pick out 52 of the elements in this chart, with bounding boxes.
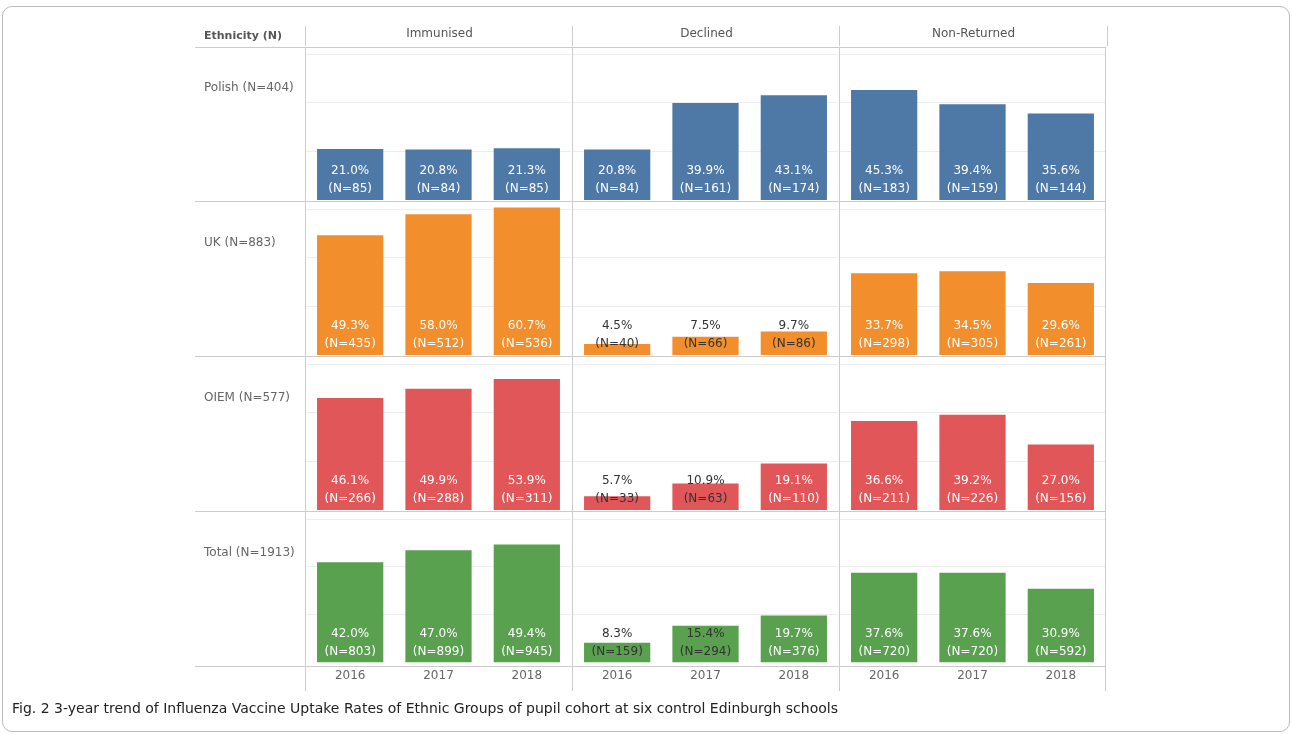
data-label: 39.4% (N=159) <box>946 163 999 195</box>
data-label: 39.9% (N=161) <box>679 163 732 195</box>
data-label: 7.5% (N=66) <box>683 318 728 350</box>
data-label: 10.9% (N=63) <box>683 473 728 505</box>
data-label: 20.8% (N=84) <box>595 163 639 195</box>
data-label: 43.1% (N=174) <box>768 163 820 195</box>
y-axis-title: Polish (N=404) <box>204 79 295 94</box>
x-tick-label: 2016 <box>868 667 900 682</box>
data-label: 19.7% (N=376) <box>768 625 820 658</box>
data-label: 21.3% (N=85) <box>505 163 549 195</box>
data-label: 30.9% (N=592) <box>1035 625 1087 658</box>
data-label: 42.0% (N=803) <box>324 625 376 658</box>
x-tick-label: 2017 <box>957 667 988 682</box>
data-label: 36.6% (N=211) <box>858 473 910 505</box>
chart-title: Non-Returned <box>839 26 1108 46</box>
caption: Fig. 2 3-year trend of Influenza Vaccine Uptake Rates of Ethnic Groups of pupil cohort at six control Edinburgh schools <box>12 700 839 716</box>
text: Ethnicity (N) <box>204 29 283 42</box>
data-label: 49.3% (N=435) <box>324 318 376 350</box>
data-label: 53.9% (N=311) <box>501 473 553 505</box>
data-label: 27.0% (N=156) <box>1035 473 1087 505</box>
x-tick-label: 2016 <box>334 667 366 682</box>
data-label: 21.0% (N=85) <box>328 163 372 195</box>
data-label: 20.8% (N=84) <box>416 163 461 195</box>
x-tick-label: 2018 <box>778 667 810 682</box>
data-label: 9.7% (N=86) <box>772 318 816 350</box>
y-axis-title: Total (N=1913) <box>204 544 296 559</box>
data-label: 60.7% (N=536) <box>501 318 553 350</box>
data-label: 19.1% (N=110) <box>768 473 820 505</box>
x-tick-label: 2018 <box>1045 667 1077 682</box>
data-label: 58.0% (N=512) <box>412 318 465 350</box>
data-label: 49.4% (N=945) <box>501 625 553 658</box>
data-label: 37.6% (N=720) <box>858 625 910 658</box>
data-label: 47.0% (N=899) <box>412 625 465 658</box>
x-tick-label: 2018 <box>511 667 543 682</box>
y-axis-title: OIEM (N=577) <box>204 389 292 404</box>
chart-title: Immunised <box>305 26 573 46</box>
data-label: 33.7% (N=298) <box>858 318 910 350</box>
data-label: 46.1% (N=266) <box>324 473 376 505</box>
data-label: 8.3% (N=159) <box>591 625 643 658</box>
data-label: 29.6% (N=261) <box>1035 318 1087 350</box>
data-label: 15.4% (N=294) <box>679 625 732 658</box>
chart-title: Declined <box>572 26 840 46</box>
x-tick-label: 2016 <box>601 667 633 682</box>
data-label: 35.6% (N=144) <box>1035 163 1087 195</box>
data-label: 37.6% (N=720) <box>946 625 999 658</box>
data-label: 45.3% (N=183) <box>858 163 910 195</box>
x-tick-label: 2017 <box>690 667 721 682</box>
data-label: 34.5% (N=305) <box>946 318 999 350</box>
x-tick-label: 2017 <box>423 667 454 682</box>
data-label: 49.9% (N=288) <box>412 473 465 505</box>
y-axis-title: UK (N=883) <box>204 234 277 249</box>
data-label: 39.2% (N=226) <box>946 473 999 505</box>
